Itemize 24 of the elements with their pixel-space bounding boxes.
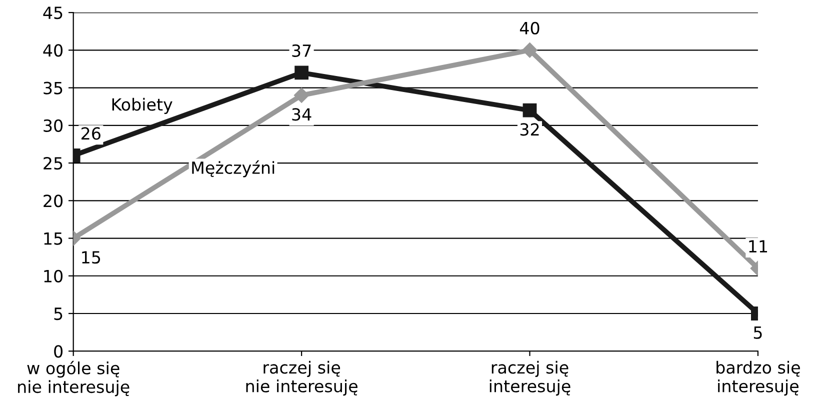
y-tick-label: 35 bbox=[44, 82, 62, 94]
data-label: 37 bbox=[292, 44, 311, 58]
data-label: 34 bbox=[292, 108, 312, 121]
y-tick-label: 5 bbox=[54, 308, 62, 320]
data-label: 11 bbox=[749, 240, 768, 252]
x-tick-label: w ogóle się nie interesuję bbox=[18, 360, 130, 396]
y-tick-label: 0 bbox=[54, 345, 63, 358]
y-tick-label: 40 bbox=[43, 44, 63, 57]
data-label: 40 bbox=[520, 22, 540, 34]
y-tick-label: 30 bbox=[44, 119, 63, 132]
series-label: Mężczyźni bbox=[192, 160, 274, 178]
y-tick-label: 15 bbox=[44, 232, 62, 245]
y-tick-label: 20 bbox=[44, 194, 63, 208]
data-label: 26 bbox=[82, 127, 100, 140]
x-tick-label: raczej się interesuję bbox=[490, 360, 570, 396]
x-tick-label: raczej się nie interesuję bbox=[246, 360, 358, 396]
data-label: 5 bbox=[754, 326, 762, 339]
x-tick-label: bardzo się interesuję bbox=[716, 360, 800, 396]
data-label: 15 bbox=[82, 251, 100, 264]
data-label: 32 bbox=[520, 123, 539, 136]
series-label: Kobiety bbox=[112, 98, 172, 114]
y-tick-label: 10 bbox=[44, 270, 63, 282]
y-tick-label: 45 bbox=[43, 6, 62, 20]
y-tick-label: 25 bbox=[44, 156, 62, 170]
